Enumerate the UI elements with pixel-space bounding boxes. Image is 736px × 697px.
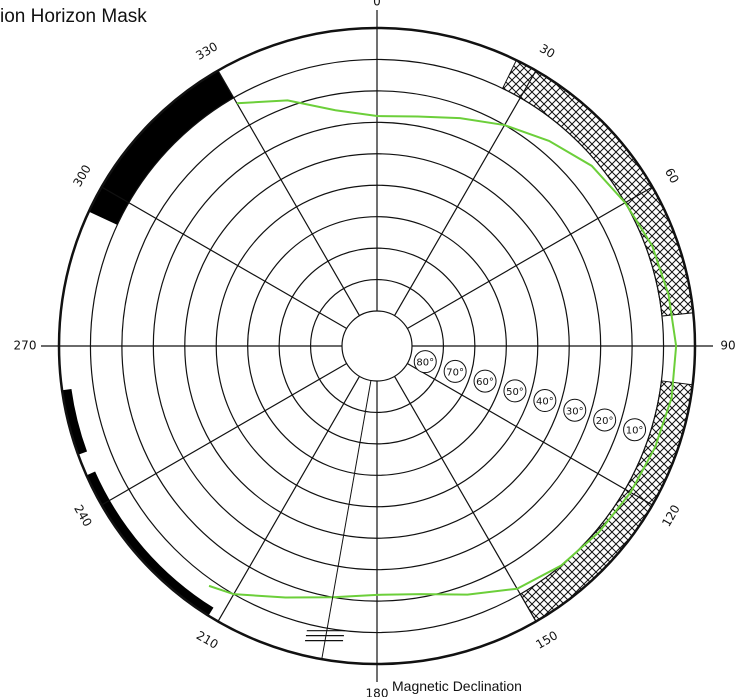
ring-label-badge <box>593 408 617 432</box>
altitude-ring-label: 60° <box>473 369 497 393</box>
azimuth-spoke <box>393 376 537 622</box>
altitude-ring-label: 10° <box>623 418 647 442</box>
ring-label-text: 80° <box>416 358 434 369</box>
azimuth-spoke <box>407 186 653 330</box>
altitude-ring-label: 40° <box>533 389 557 413</box>
ring-label-text: 10° <box>626 426 644 437</box>
ring-label-text: 30° <box>566 406 584 417</box>
altitude-ring-label: 20° <box>593 408 617 432</box>
azimuth-label-210: 210 <box>194 628 221 652</box>
declination-line <box>321 380 372 660</box>
azimuth-spoke <box>101 186 347 330</box>
ring-label-text: 40° <box>536 397 554 408</box>
hatched-obstruction <box>501 59 694 317</box>
ring-label-badge <box>413 350 437 374</box>
declination-marker <box>305 380 372 660</box>
altitude-ring-label: 50° <box>503 379 527 403</box>
solid-obstruction <box>86 471 214 616</box>
azimuth-label-270: 270 <box>14 339 37 353</box>
ring-label-badge <box>443 359 467 383</box>
ring-label-text: 50° <box>506 387 524 398</box>
azimuth-label-150: 150 <box>533 628 560 652</box>
ring-label-text: 60° <box>476 377 494 388</box>
azimuth-label-30: 30 <box>537 41 557 61</box>
azimuth-spoke <box>217 376 361 622</box>
altitude-ring-label: 80° <box>413 350 437 374</box>
azimuth-label-240: 240 <box>71 502 95 529</box>
diagram-title: ion Horizon Mask <box>0 6 147 27</box>
solid-obstruction <box>62 388 88 455</box>
azimuth-spoke <box>407 362 653 506</box>
azimuth-spoke <box>217 70 361 316</box>
polar-grid <box>41 10 713 682</box>
azimuth-label-120: 120 <box>659 502 683 529</box>
altitude-ring-labels: 80° 70° 60° 50° 40° 30° 20° 10° <box>413 350 647 442</box>
solid-obstruction <box>88 70 234 225</box>
ring-label-badge <box>563 398 587 422</box>
azimuth-label-90: 90 <box>720 339 735 353</box>
ring-label-text: 70° <box>446 367 464 378</box>
horizon-profile-line <box>208 99 678 599</box>
azimuth-label-180: 180 <box>366 687 389 697</box>
ring-label-badge <box>533 389 557 413</box>
altitude-ring-label: 30° <box>563 398 587 422</box>
magnetic-declination-label: Magnetic Declination <box>392 678 522 694</box>
azimuth-label-330: 330 <box>193 39 220 63</box>
azimuth-label-300: 300 <box>70 162 94 189</box>
zenith-circle <box>341 310 413 382</box>
azimuth-spoke <box>101 362 347 506</box>
altitude-ring-label: 70° <box>443 359 467 383</box>
azimuth-label-0: 0 <box>373 0 381 9</box>
ring-label-badge <box>473 369 497 393</box>
ring-label-text: 20° <box>596 416 614 427</box>
ring-label-badge <box>503 379 527 403</box>
ring-label-badge <box>623 418 647 442</box>
horizon-profile-layer <box>208 99 678 599</box>
azimuth-spoke <box>393 70 537 316</box>
azimuth-label-60: 60 <box>662 166 682 186</box>
